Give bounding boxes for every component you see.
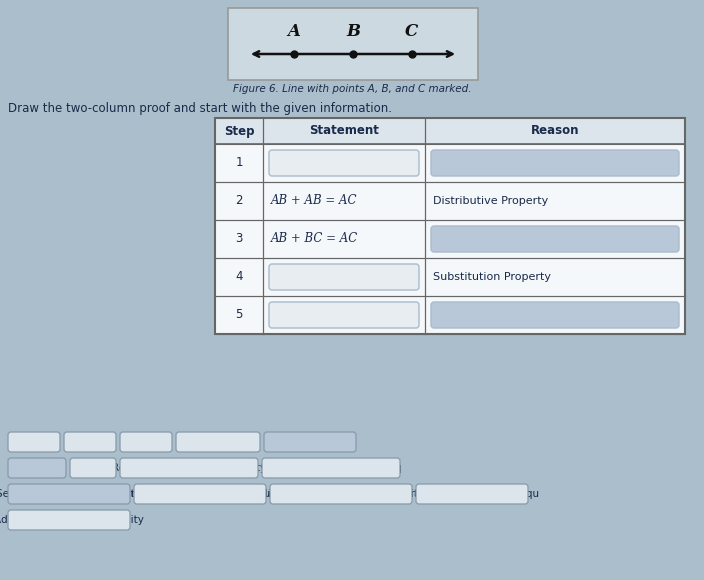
Bar	[215, 118, 685, 334]
Text: Subtraction Property of Equality: Subtraction Property of Equality	[258, 489, 425, 499]
Bar	[215, 118, 685, 334]
Text: Step: Step	[224, 125, 254, 137]
Bar	[228, 8, 478, 80]
Text: 3: 3	[235, 233, 243, 245]
FancyBboxPatch shape	[8, 510, 130, 530]
Text: Substitution Property of Eq: Substitution Property of Eq	[260, 463, 401, 473]
FancyBboxPatch shape	[269, 302, 419, 328]
Text: AB+AB=AB+BC: AB+AB=AB+BC	[268, 437, 351, 447]
Text: Given: Given	[78, 463, 108, 473]
Text: Simplify: Simplify	[16, 463, 58, 473]
FancyBboxPatch shape	[8, 432, 60, 452]
Text: C: C	[406, 23, 418, 40]
Text: AB + BC = AC: AB + BC = AC	[271, 233, 358, 245]
FancyBboxPatch shape	[431, 226, 679, 252]
Text: 1: 1	[235, 157, 243, 169]
Text: AB=BC: AB=BC	[15, 437, 53, 447]
FancyBboxPatch shape	[70, 458, 116, 478]
Text: Reason: Reason	[531, 125, 579, 137]
Text: Reflexive Property of Equality: Reflexive Property of Equality	[112, 463, 266, 473]
Text: AB + AB = AC: AB + AB = AC	[271, 194, 358, 208]
Text: Segment Addition Postulate: Segment Addition Postulate	[0, 489, 142, 499]
FancyBboxPatch shape	[264, 432, 356, 452]
Text: Draw the two-column proof and start with the given information.: Draw the two-column proof and start with…	[8, 102, 392, 115]
FancyBboxPatch shape	[269, 150, 419, 176]
FancyBboxPatch shape	[431, 150, 679, 176]
Text: Figure 6. Line with points A, B, and C marked.: Figure 6. Line with points A, B, and C m…	[233, 84, 471, 94]
Text: Substitution Property: Substitution Property	[433, 272, 551, 282]
Text: 4: 4	[235, 270, 243, 284]
FancyBboxPatch shape	[269, 264, 419, 290]
Text: Addition Property of Equality: Addition Property of Equality	[0, 515, 144, 525]
Text: B: B	[346, 23, 360, 40]
Text: AB-AB=AB-BC: AB-AB=AB-BC	[182, 437, 254, 447]
Text: A: A	[288, 23, 301, 40]
FancyBboxPatch shape	[416, 484, 528, 504]
FancyBboxPatch shape	[120, 458, 258, 478]
Text: 2AB=AC: 2AB=AC	[124, 437, 168, 447]
FancyBboxPatch shape	[8, 484, 130, 504]
FancyBboxPatch shape	[134, 484, 266, 504]
FancyBboxPatch shape	[8, 458, 66, 478]
Text: 2: 2	[235, 194, 243, 208]
Bar	[215, 118, 685, 144]
Text: AB=AC: AB=AC	[71, 437, 108, 447]
Text: Distributive Property: Distributive Property	[433, 196, 548, 206]
FancyBboxPatch shape	[270, 484, 412, 504]
FancyBboxPatch shape	[64, 432, 116, 452]
Text: Symmetric Property of Equality: Symmetric Property of Equality	[118, 489, 282, 499]
FancyBboxPatch shape	[262, 458, 400, 478]
Text: Statement: Statement	[309, 125, 379, 137]
Text: Transitive Property of Equ: Transitive Property of Equ	[405, 489, 539, 499]
FancyBboxPatch shape	[431, 302, 679, 328]
Text: 5: 5	[235, 309, 243, 321]
FancyBboxPatch shape	[176, 432, 260, 452]
FancyBboxPatch shape	[120, 432, 172, 452]
